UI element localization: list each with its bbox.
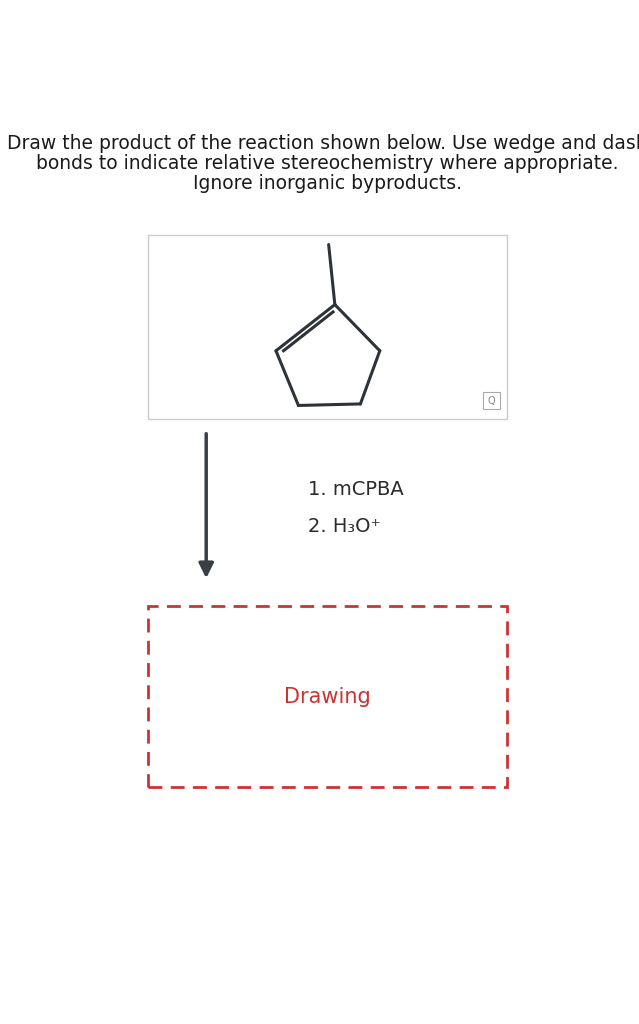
Text: Drawing: Drawing — [284, 686, 371, 707]
Bar — [148, 234, 507, 420]
Text: 1. mCPBA: 1. mCPBA — [309, 480, 404, 499]
Bar — [483, 392, 500, 410]
Text: Q: Q — [488, 396, 495, 406]
Text: Draw the product of the reaction shown below. Use wedge and dash: Draw the product of the reaction shown b… — [7, 134, 639, 153]
Text: Ignore inorganic byproducts.: Ignore inorganic byproducts. — [192, 174, 461, 193]
Text: bonds to indicate relative stereochemistry where appropriate.: bonds to indicate relative stereochemist… — [36, 154, 619, 173]
Text: 2. H₃O⁺: 2. H₃O⁺ — [309, 517, 381, 536]
Bar — [148, 606, 507, 786]
